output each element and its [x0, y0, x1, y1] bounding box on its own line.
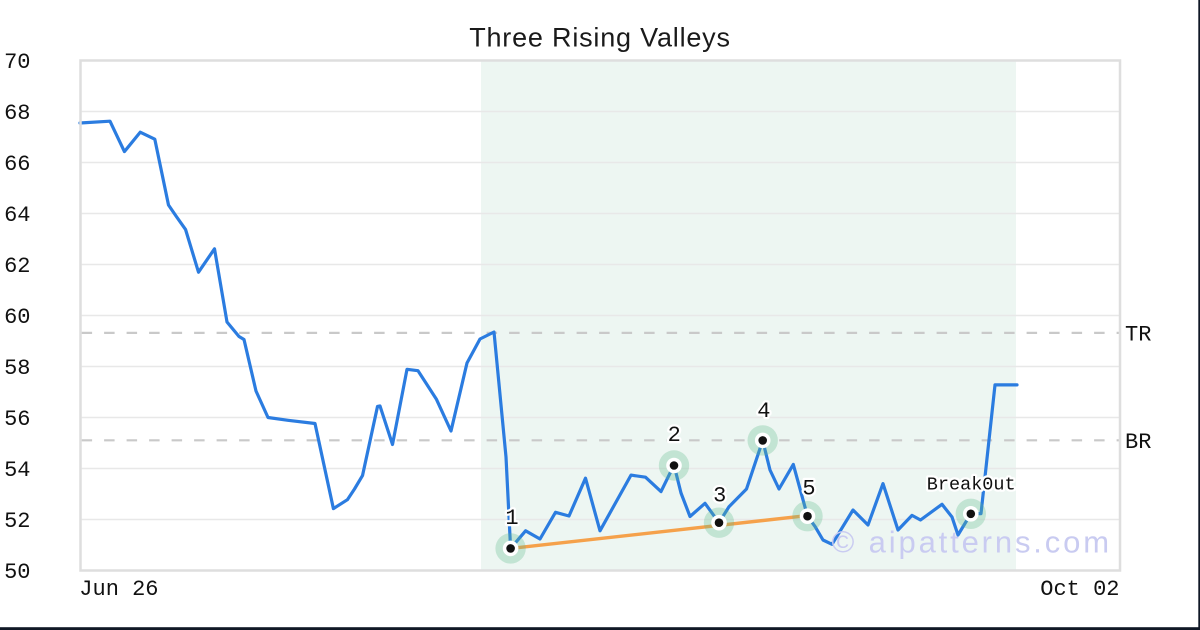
svg-text:70: 70: [4, 50, 30, 75]
svg-text:3: 3: [713, 484, 726, 509]
svg-text:4: 4: [757, 399, 770, 424]
svg-text:© aipatterns.com: © aipatterns.com: [832, 525, 1112, 560]
svg-text:64: 64: [4, 203, 30, 228]
svg-text:Oct 02: Oct 02: [1040, 577, 1119, 602]
svg-text:TR: TR: [1125, 322, 1151, 347]
svg-text:60: 60: [4, 305, 30, 330]
svg-text:54: 54: [4, 458, 30, 483]
svg-text:Break0ut: Break0ut: [927, 475, 1016, 496]
svg-text:Three Rising Valleys: Three Rising Valleys: [469, 22, 731, 52]
svg-text:BR: BR: [1125, 430, 1151, 455]
svg-text:1: 1: [505, 506, 518, 531]
svg-text:56: 56: [4, 407, 30, 432]
svg-text:5: 5: [802, 477, 815, 502]
svg-text:52: 52: [4, 509, 30, 534]
svg-text:Jun 26: Jun 26: [79, 577, 158, 602]
svg-text:58: 58: [4, 356, 30, 381]
svg-text:68: 68: [4, 101, 30, 126]
svg-text:50: 50: [4, 560, 30, 585]
svg-text:2: 2: [668, 423, 681, 448]
svg-text:62: 62: [4, 254, 30, 279]
svg-text:66: 66: [4, 152, 30, 177]
